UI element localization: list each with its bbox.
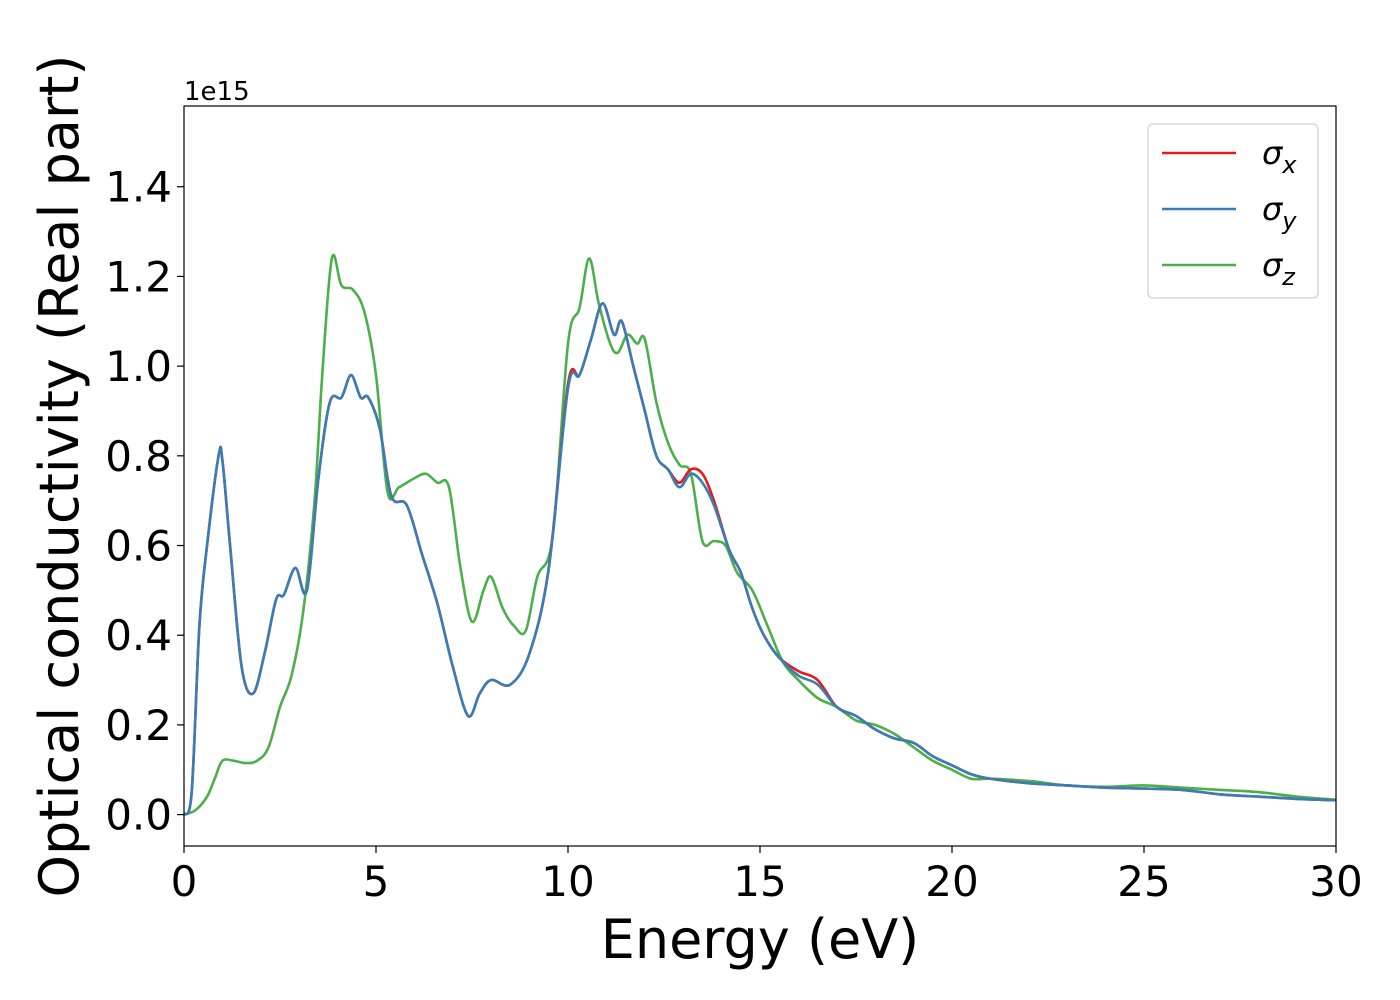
legend-frame [1147, 123, 1319, 299]
x-axis-ticks: 0 5 10 15 20 25 30 [171, 846, 1363, 906]
series-line-sigma-z [184, 253, 1336, 816]
series-line-sigma-x [184, 302, 1336, 816]
y-tick-label: 0.8 [105, 432, 172, 481]
x-axis-label: Energy (eV) [601, 908, 920, 971]
y-offset-label: 1e15 [184, 77, 250, 107]
x-tick-label: 15 [733, 857, 786, 906]
x-tick-label: 0 [171, 857, 198, 906]
y-tick-label: 0.6 [105, 522, 172, 571]
series-lines [184, 253, 1336, 816]
y-tick-label: 1.2 [105, 252, 172, 301]
y-tick-label: 1.0 [105, 342, 172, 391]
x-tick-label: 20 [925, 857, 978, 906]
y-axis-label: Optical conductivity (Real part) [28, 55, 91, 898]
y-tick-label: 0.2 [105, 701, 172, 750]
series-line-sigma-y [184, 302, 1336, 816]
y-tick-label: 1.4 [105, 163, 172, 212]
y-axis-ticks: 0.0 0.2 0.4 0.6 0.8 1.0 1.2 1.4 [105, 163, 184, 840]
y-tick-label: 0.0 [105, 791, 172, 840]
y-tick-label: 0.4 [105, 611, 172, 660]
x-tick-label: 5 [363, 857, 390, 906]
x-tick-label: 30 [1309, 857, 1362, 906]
x-tick-label: 10 [541, 857, 594, 906]
x-tick-label: 25 [1117, 857, 1170, 906]
